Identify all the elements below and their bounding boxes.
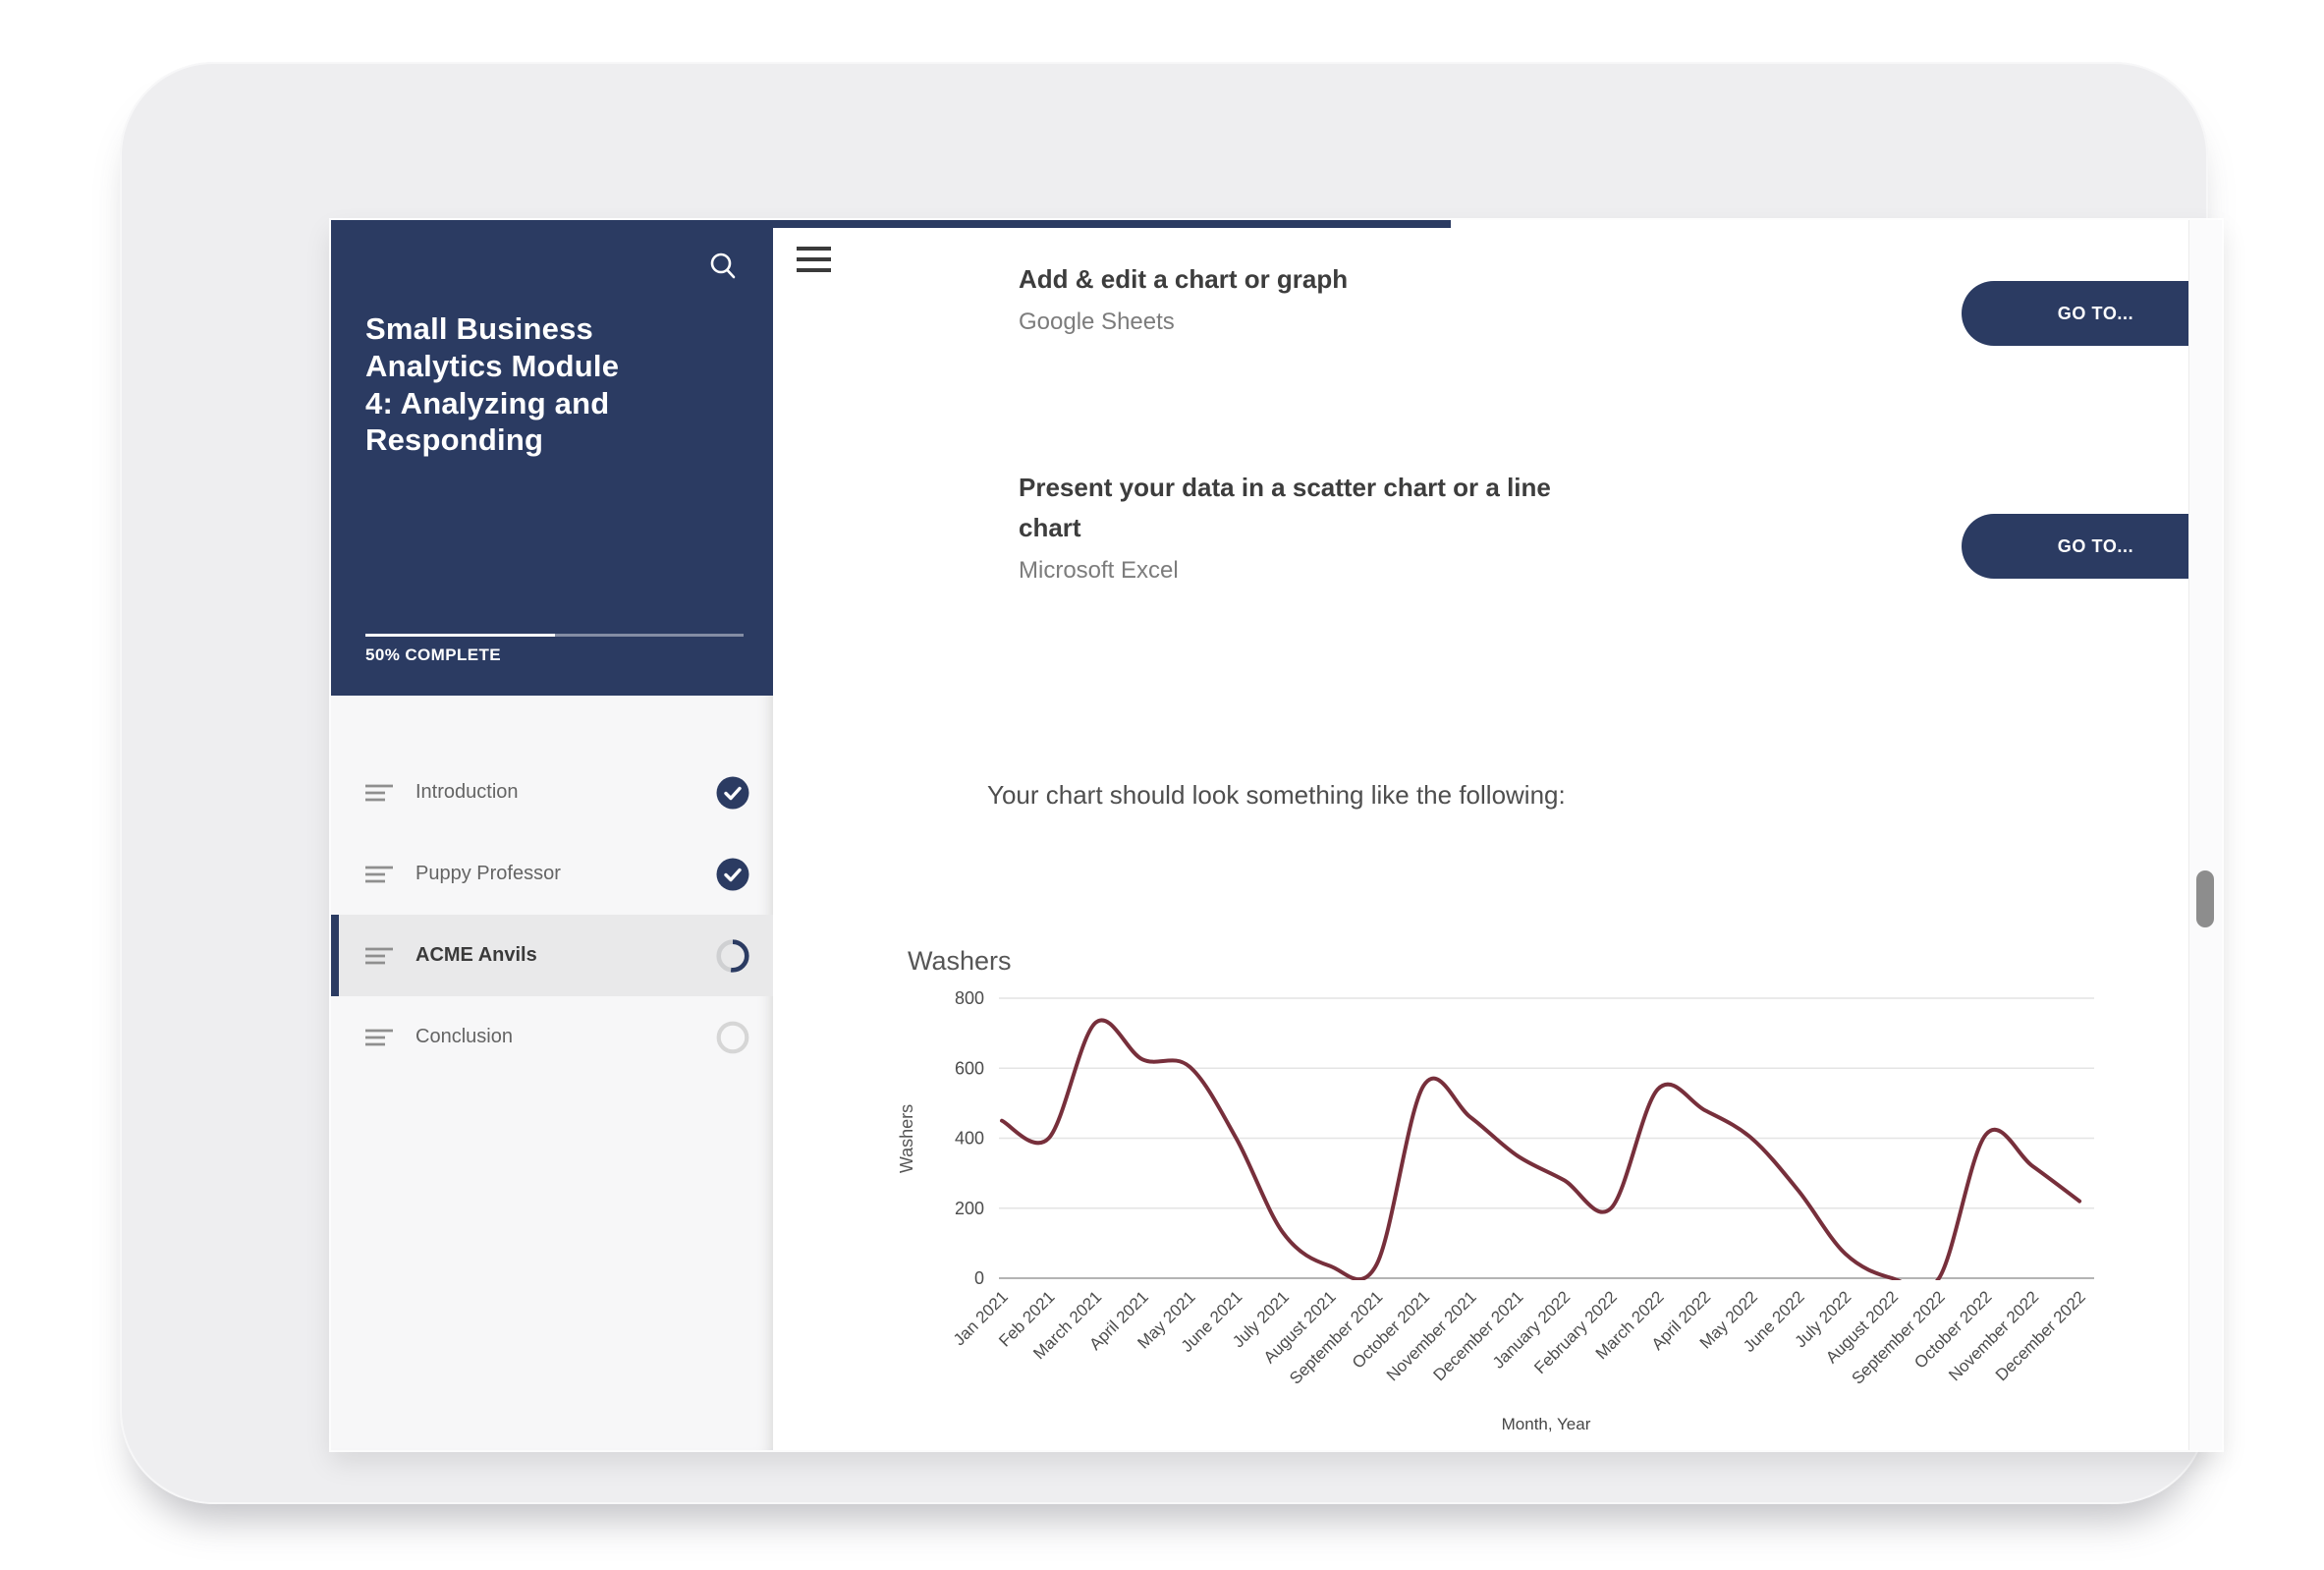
sidebar-item-puppy-professor[interactable]: Puppy Professor <box>331 833 773 915</box>
status-icon-slot <box>716 1021 749 1054</box>
x-tick-label: February 2022 <box>1530 1287 1621 1377</box>
resource-subtitle: Google Sheets <box>1019 308 1175 335</box>
lesson-lines-icon <box>365 947 393 964</box>
sidebar-item-conclusion[interactable]: Conclusion <box>331 996 773 1078</box>
lesson-lines-icon <box>365 784 393 801</box>
resource-block-excel: Present your data in a scatter chart or … <box>1019 468 2222 585</box>
resource-subtitle: Microsoft Excel <box>1019 557 1179 584</box>
search-button[interactable] <box>704 248 744 287</box>
search-icon <box>710 252 736 279</box>
y-tick-label: 400 <box>955 1129 984 1149</box>
chart-intro-text: Your chart should look something like th… <box>987 780 1566 810</box>
sidebar-item-label: Conclusion <box>415 1026 513 1047</box>
complete-icon <box>716 776 749 809</box>
sidebar-item-introduction[interactable]: Introduction <box>331 752 773 833</box>
washers-line-series <box>1000 1018 2082 1280</box>
sidebar-item-acme-anvils[interactable]: ACME Anvils <box>331 915 773 996</box>
sidebar-header: Small Business Analytics Module 4: Analy… <box>331 220 773 696</box>
sidebar-item-label: Introduction <box>415 781 519 803</box>
resource-title: Add & edit a chart or graph <box>1019 264 1349 294</box>
status-icon-slot <box>716 776 749 810</box>
progress-label: 50% COMPLETE <box>365 645 501 664</box>
lesson-lines-icon <box>365 866 393 882</box>
progress-bar-fill <box>365 634 555 637</box>
resource-block-google-sheets: Add & edit a chart or graph Google Sheet… <box>1019 259 2222 346</box>
y-tick-label: 600 <box>955 1058 984 1078</box>
content-top-divider <box>773 220 1451 228</box>
x-axis-title: Month, Year <box>1502 1415 1591 1433</box>
tablet-frame: Small Business Analytics Module 4: Analy… <box>120 62 2222 1504</box>
y-axis-title: Washers <box>897 1104 916 1173</box>
status-icon-slot <box>716 858 749 891</box>
y-tick-label: 200 <box>955 1199 984 1218</box>
progress-bar <box>365 634 744 637</box>
course-title: Small Business Analytics Module 4: Analy… <box>365 311 620 458</box>
y-tick-label: 0 <box>974 1268 984 1288</box>
go-to-button[interactable]: GO TO... <box>1962 281 2222 346</box>
y-tick-label: 800 <box>955 988 984 1008</box>
lesson-content: Add & edit a chart or graph Google Sheet… <box>773 220 2222 1450</box>
resource-title: Present your data in a scatter chart or … <box>1019 473 1551 542</box>
in-progress-icon <box>716 938 749 973</box>
active-indicator-bar <box>331 915 339 996</box>
course-sidebar: Small Business Analytics Module 4: Analy… <box>331 220 773 1450</box>
lesson-lines-icon <box>365 1029 393 1045</box>
hamburger-icon <box>797 247 831 251</box>
app-window: Small Business Analytics Module 4: Analy… <box>331 220 2222 1450</box>
complete-icon <box>716 858 749 890</box>
go-to-button[interactable]: GO TO... <box>1962 514 2222 579</box>
chart-title: Washers <box>908 946 1012 976</box>
menu-button[interactable] <box>797 247 831 273</box>
sidebar-item-label: ACME Anvils <box>415 944 537 966</box>
lesson-nav: Introduction Puppy Professor <box>331 696 773 1078</box>
not-started-icon <box>716 1021 749 1053</box>
scrollbar-thumb[interactable] <box>2196 870 2214 927</box>
status-icon-slot <box>716 938 749 973</box>
scrollbar-track[interactable] <box>2188 220 2222 1450</box>
sidebar-item-label: Puppy Professor <box>415 863 561 884</box>
